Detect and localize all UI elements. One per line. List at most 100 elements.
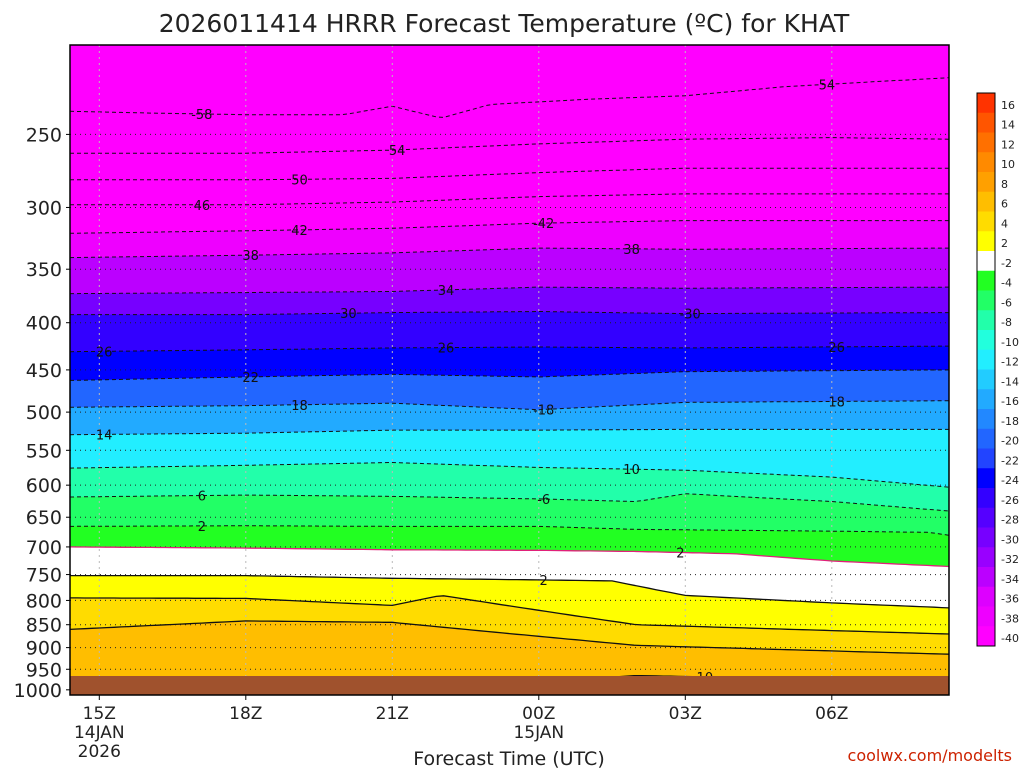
colorbar-label: -30 bbox=[1001, 533, 1019, 546]
y-tick-label: 1000 bbox=[14, 680, 62, 702]
y-tick-label: 800 bbox=[26, 590, 62, 612]
colorbar-label: -6 bbox=[1001, 296, 1012, 309]
x-tick-label: 06Z bbox=[815, 704, 848, 724]
contour-label: 54 bbox=[819, 78, 836, 93]
contour-label: 26 bbox=[438, 342, 455, 357]
contour-label: 18 bbox=[828, 395, 845, 410]
colorbar: 16 14 12 10 8 6 4 2 -2 -4 -6 -8 -10 -12 -14 -16 -18 -20 -2… bbox=[976, 92, 1019, 647]
y-tick-label: 600 bbox=[26, 475, 62, 497]
colorbar-swatch bbox=[977, 428, 995, 449]
colorbar-label: -12 bbox=[1001, 356, 1019, 369]
contour-label: 38 bbox=[623, 243, 640, 258]
colorbar-swatch bbox=[977, 290, 995, 311]
contour-label: 50 bbox=[291, 173, 308, 188]
colorbar-label: -32 bbox=[1001, 553, 1019, 566]
contour-label: 38 bbox=[242, 249, 259, 264]
contour-label: 22 bbox=[242, 371, 259, 386]
colorbar-swatch bbox=[977, 251, 995, 272]
colorbar-swatch bbox=[977, 448, 995, 469]
contour-label: -42 bbox=[533, 217, 554, 232]
colorbar-swatch bbox=[977, 310, 995, 331]
x-tick-label: 2026 bbox=[78, 742, 121, 762]
colorbar-swatch bbox=[977, 112, 995, 133]
colorbar-swatch bbox=[977, 172, 995, 193]
colorbar-label: 6 bbox=[1001, 198, 1008, 211]
colorbar-swatch bbox=[977, 547, 995, 568]
y-tick-label: 500 bbox=[26, 402, 62, 424]
contour-label: 34 bbox=[438, 284, 455, 299]
contour-label: 30 bbox=[340, 307, 357, 322]
contour-label: 54 bbox=[389, 144, 406, 159]
contour-line bbox=[70, 620, 949, 655]
contour-label: -58 bbox=[191, 108, 212, 123]
colorbar-swatch bbox=[977, 468, 995, 489]
x-tick-label: 00Z bbox=[522, 704, 555, 724]
colorbar-label: 2 bbox=[1001, 237, 1008, 250]
colorbar-swatch bbox=[977, 270, 995, 291]
contour-label: -6 bbox=[537, 493, 550, 508]
contour-label: 2 bbox=[198, 520, 206, 535]
colorbar-label: -38 bbox=[1001, 612, 1019, 625]
colorbar-swatch bbox=[977, 349, 995, 370]
colorbar-swatch bbox=[977, 330, 995, 351]
y-tick-label: 550 bbox=[26, 440, 62, 462]
y-tick-label: 700 bbox=[26, 537, 62, 559]
contour-label: 42 bbox=[291, 224, 308, 239]
x-tick-label: 21Z bbox=[376, 704, 409, 724]
temperature-bands bbox=[70, 45, 949, 695]
ground bbox=[70, 676, 949, 695]
colorbar-label: -14 bbox=[1001, 375, 1019, 388]
contour-label: -30 bbox=[680, 308, 701, 323]
credit-link[interactable]: coolwx.com/modelts bbox=[848, 746, 1012, 765]
y-tick-label: 900 bbox=[26, 638, 62, 660]
colorbar-label: -22 bbox=[1001, 454, 1019, 467]
contour-label: -18 bbox=[533, 403, 554, 418]
colorbar-swatch bbox=[977, 567, 995, 588]
y-tick-label: 850 bbox=[26, 615, 62, 637]
colorbar-swatch bbox=[977, 409, 995, 430]
contour-label: 6 bbox=[198, 490, 206, 505]
colorbar-label: -8 bbox=[1001, 316, 1012, 329]
contour-label: 10 bbox=[623, 463, 640, 478]
colorbar-label: 16 bbox=[1001, 99, 1015, 112]
x-tick-label: 15JAN bbox=[513, 723, 564, 743]
colorbar-label: -10 bbox=[1001, 336, 1019, 349]
colorbar-swatch bbox=[977, 211, 995, 232]
colorbar-swatch bbox=[977, 152, 995, 173]
colorbar-swatch bbox=[977, 369, 995, 390]
contour-label: 26 bbox=[96, 345, 113, 360]
y-tick-label: 950 bbox=[26, 659, 62, 681]
x-tick-label: 15Z bbox=[83, 704, 116, 724]
colorbar-swatch bbox=[977, 626, 995, 647]
contour-label: 26 bbox=[828, 341, 845, 356]
colorbar-swatch bbox=[977, 527, 995, 548]
contour-line bbox=[70, 546, 949, 568]
colorbar-label: -34 bbox=[1001, 573, 1019, 586]
x-tick-label: 14JAN bbox=[74, 723, 125, 743]
colorbar-label: 8 bbox=[1001, 178, 1008, 191]
colorbar-label: -26 bbox=[1001, 494, 1019, 507]
contour-label: 14 bbox=[96, 428, 113, 443]
chart-title: 2026011414 HRRR Forecast Temperature (ºC… bbox=[159, 9, 850, 38]
y-tick-label: 750 bbox=[26, 565, 62, 587]
contour-label: 46 bbox=[194, 199, 211, 214]
colorbar-label: -40 bbox=[1001, 632, 1019, 645]
y-tick-label: 300 bbox=[26, 197, 62, 219]
colorbar-label: -28 bbox=[1001, 514, 1019, 527]
y-tick-label: 450 bbox=[26, 360, 62, 382]
colorbar-label: -16 bbox=[1001, 395, 1019, 408]
y-tick-label: 350 bbox=[26, 259, 62, 281]
colorbar-swatch bbox=[977, 606, 995, 627]
colorbar-swatch bbox=[977, 488, 995, 509]
contour-label: 18 bbox=[291, 399, 308, 414]
colorbar-swatch bbox=[977, 389, 995, 410]
colorbar-swatch bbox=[977, 132, 995, 153]
y-tick-label: 400 bbox=[26, 313, 62, 335]
colorbar-label: -2 bbox=[1001, 257, 1012, 270]
colorbar-label: -4 bbox=[1001, 277, 1012, 290]
x-tick-label: 03Z bbox=[669, 704, 702, 724]
colorbar-label: 12 bbox=[1001, 138, 1015, 151]
colorbar-swatch bbox=[977, 586, 995, 607]
